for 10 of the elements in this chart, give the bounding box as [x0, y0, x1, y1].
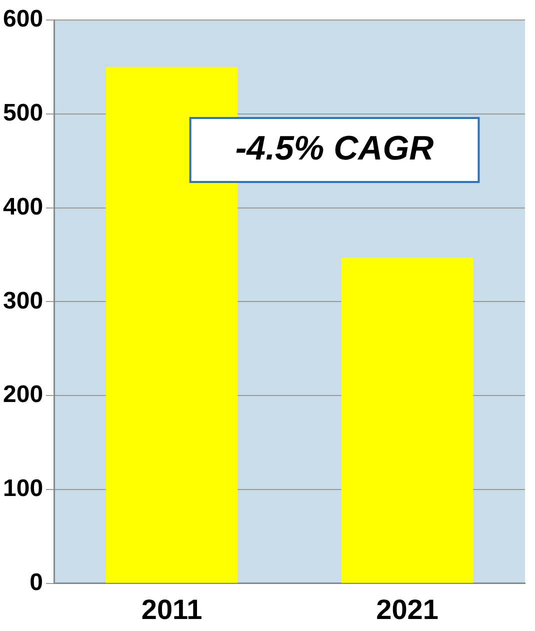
y-tick-label: 600 [2, 6, 44, 33]
y-tick-label: 400 [2, 193, 44, 220]
annotation: -4.5% CAGR [235, 129, 434, 168]
y-tick-label: 0 [30, 569, 44, 596]
y-tick-label: 100 [2, 475, 44, 502]
x-tick-label: 2021 [376, 594, 438, 625]
y-tick-label: 500 [2, 100, 44, 127]
y-tick-label: 300 [2, 287, 44, 314]
y-tick-label: 200 [2, 381, 44, 408]
x-tick-label: 2011 [141, 594, 202, 625]
